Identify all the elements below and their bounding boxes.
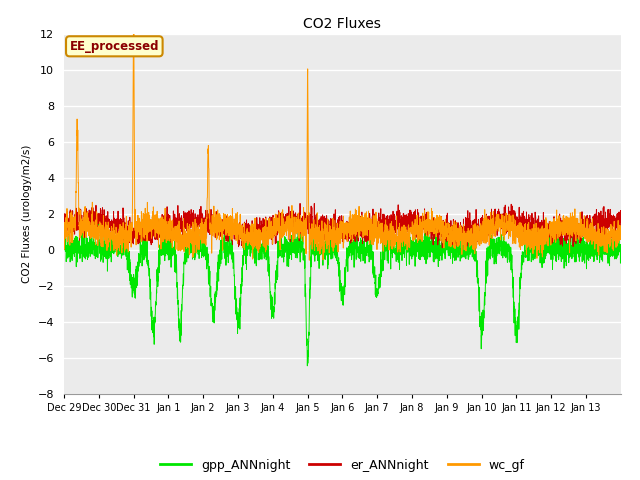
Title: CO2 Fluxes: CO2 Fluxes: [303, 17, 381, 31]
Text: EE_processed: EE_processed: [70, 40, 159, 53]
Y-axis label: CO2 Fluxes (urology/m2/s): CO2 Fluxes (urology/m2/s): [22, 144, 32, 283]
Legend: gpp_ANNnight, er_ANNnight, wc_gf: gpp_ANNnight, er_ANNnight, wc_gf: [155, 454, 530, 477]
